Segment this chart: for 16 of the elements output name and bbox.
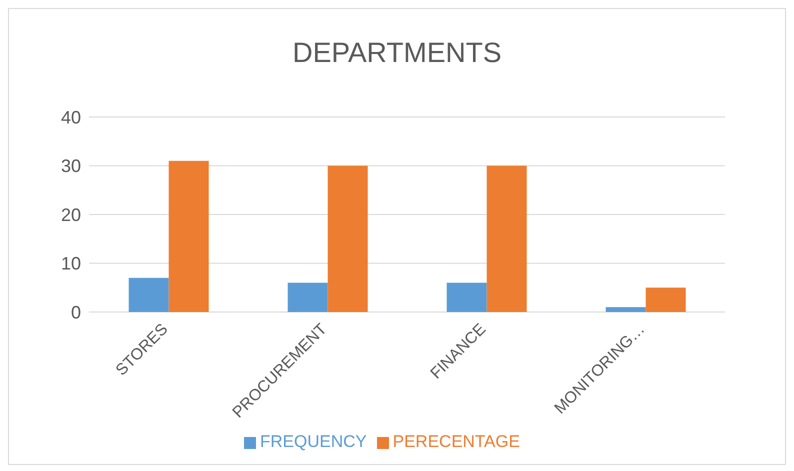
bar [606,307,646,312]
y-tick-label: 30 [60,156,81,176]
y-tick-label: 20 [60,204,81,225]
legend-label: PERECENTAGE [392,432,520,451]
y-tick-label: 40 [60,107,81,128]
bar [646,288,686,312]
y-tick-label: 0 [70,302,81,322]
bar [446,282,487,312]
y-tick-label: 10 [60,254,81,274]
chart-title: DEPARTMENTS [292,37,502,70]
bar [168,160,209,312]
bar [288,282,328,312]
bar [128,278,169,312]
bar [486,166,527,312]
legend-label: FREQUENCY [260,432,367,451]
bar [328,166,368,312]
